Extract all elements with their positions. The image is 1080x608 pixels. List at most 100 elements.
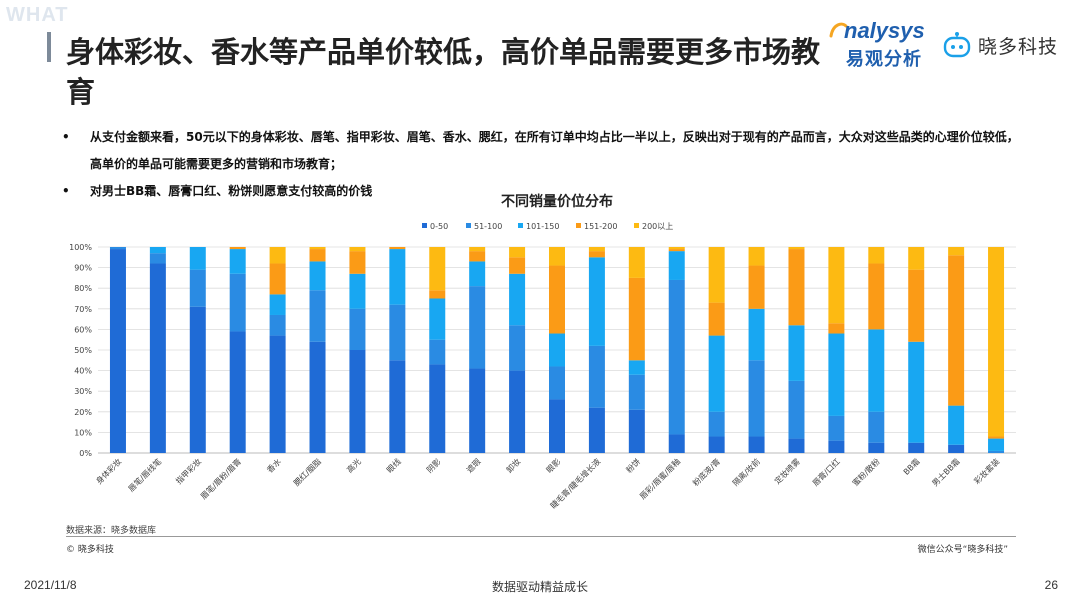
y-tick-label: 80% bbox=[74, 284, 92, 293]
x-tick-label: 眉笔/眉粉/眉膏 bbox=[198, 456, 243, 501]
bar-segment bbox=[149, 247, 166, 254]
bar-segment bbox=[349, 308, 366, 350]
bullet-item: • 对男士BB霜、唇膏口红、粉饼则愿意支付较高的价钱 bbox=[62, 178, 1022, 205]
y-tick-label: 20% bbox=[74, 408, 92, 417]
bar-segment bbox=[908, 247, 925, 270]
copyright: © 晓多科技 bbox=[66, 545, 114, 555]
x-tick-label: 唇彩/唇蜜/唇釉 bbox=[637, 456, 682, 501]
bar-segment bbox=[628, 374, 645, 410]
bar-segment bbox=[668, 279, 685, 435]
bar-segment bbox=[988, 450, 1005, 453]
bar-segment bbox=[509, 325, 526, 371]
x-tick-label: 粉饼 bbox=[624, 456, 642, 474]
legend-label: 200以上 bbox=[642, 222, 673, 231]
x-tick-label: 隔离/妆前 bbox=[730, 456, 762, 488]
bar-segment bbox=[908, 442, 925, 453]
bar-segment bbox=[868, 411, 885, 443]
bar-segment bbox=[788, 249, 805, 326]
bar-segment bbox=[748, 247, 765, 266]
bar-segment bbox=[748, 436, 765, 453]
bar-segment bbox=[708, 335, 725, 412]
bar-segment bbox=[509, 257, 526, 274]
bar-segment bbox=[588, 257, 605, 346]
y-tick-label: 50% bbox=[74, 346, 92, 355]
y-tick-label: 40% bbox=[74, 367, 92, 376]
legend-swatch bbox=[634, 223, 639, 228]
chart-title: 不同销量价位分布 bbox=[501, 193, 613, 210]
data-source: 数据来源：晓多数据库 bbox=[66, 526, 157, 536]
bar-segment bbox=[549, 333, 565, 367]
bar-segment bbox=[189, 306, 206, 453]
bar-segment bbox=[748, 265, 765, 309]
bullet-text: 对男士BB霜、唇膏口红、粉饼则愿意支付较高的价钱 bbox=[90, 184, 373, 198]
bar-segment bbox=[269, 335, 286, 453]
bar-segment bbox=[309, 247, 326, 250]
bar-segment bbox=[509, 273, 526, 326]
bar-segment bbox=[908, 341, 925, 443]
y-tick-label: 70% bbox=[74, 305, 92, 314]
bar-segment bbox=[628, 277, 645, 361]
bar-segment bbox=[229, 249, 246, 274]
bar-segment bbox=[389, 247, 406, 250]
x-tick-label: 唇笔/唇线笔 bbox=[126, 456, 163, 493]
bullet-text: 从支付金额来看，50元以下的身体彩妆、唇笔、指甲彩妆、眉笔、香水、腮红，在所有订… bbox=[90, 130, 1019, 171]
analysys-logo-en: nalysys bbox=[844, 18, 925, 43]
bar-segment bbox=[868, 263, 885, 330]
bar-segment bbox=[469, 368, 486, 453]
bar-segment bbox=[628, 360, 645, 375]
analysys-logo-cn: 易观分析 bbox=[846, 49, 922, 70]
bar-segment bbox=[628, 247, 645, 278]
bullet-marker: • bbox=[62, 130, 70, 144]
bar-segment bbox=[588, 407, 605, 453]
bar-segment bbox=[708, 247, 725, 303]
x-tick-label: 蜜粉/散粉 bbox=[850, 456, 882, 488]
legend-swatch bbox=[518, 223, 523, 228]
bar-segment bbox=[668, 251, 685, 280]
x-tick-label: 眼线 bbox=[384, 456, 402, 474]
x-tick-label: 香水 bbox=[265, 456, 283, 474]
x-tick-label: 身体彩妆 bbox=[94, 456, 124, 486]
title-accent-bar bbox=[47, 32, 51, 62]
bar-segment bbox=[389, 304, 406, 361]
bar-segment bbox=[868, 329, 885, 412]
bar-segment bbox=[309, 341, 326, 453]
bar-segment bbox=[948, 444, 965, 453]
x-tick-label: 眼影 bbox=[544, 456, 562, 474]
bar-segment bbox=[189, 269, 206, 307]
bar-segment bbox=[469, 251, 486, 262]
x-tick-label: 粉底液/膏 bbox=[690, 456, 722, 488]
bar-segment bbox=[469, 247, 486, 252]
bar-segment bbox=[469, 261, 486, 287]
bar-segment bbox=[668, 249, 685, 252]
bar-segment bbox=[628, 409, 645, 453]
bar-segment bbox=[429, 290, 446, 299]
section-tag: WHAT bbox=[6, 4, 69, 26]
bar-segment bbox=[349, 350, 366, 453]
footer-date: 2021/11/8 bbox=[24, 578, 77, 592]
bar-segment bbox=[549, 399, 565, 453]
bar-segment bbox=[748, 360, 765, 437]
bar-segment bbox=[788, 247, 805, 250]
bar-segment bbox=[708, 436, 725, 453]
x-tick-label: 卸妆 bbox=[504, 456, 522, 474]
bar-segment bbox=[708, 302, 725, 336]
bar-segment bbox=[668, 247, 685, 250]
bar-segment bbox=[269, 247, 286, 264]
legend-label: 51-100 bbox=[474, 222, 502, 231]
x-tick-label: BB霜 bbox=[902, 457, 922, 477]
bar-segment bbox=[309, 249, 326, 262]
bar-segment bbox=[269, 314, 286, 336]
bar-segment bbox=[549, 247, 565, 266]
analysys-swoosh-icon bbox=[829, 22, 848, 38]
bar-segment bbox=[868, 442, 885, 453]
bar-segment bbox=[988, 436, 1005, 439]
divider bbox=[66, 536, 1016, 537]
xiaoduo-logo: 晓多科技 bbox=[942, 28, 1072, 64]
x-tick-label: 彩妆套装 bbox=[972, 456, 1002, 486]
bar-segment bbox=[269, 263, 286, 295]
bar-segment bbox=[229, 247, 246, 250]
bar-segment bbox=[389, 360, 406, 453]
bar-segment bbox=[708, 411, 725, 437]
analysys-logo: nalysys 易观分析 bbox=[828, 18, 938, 70]
y-tick-label: 100% bbox=[69, 243, 92, 252]
